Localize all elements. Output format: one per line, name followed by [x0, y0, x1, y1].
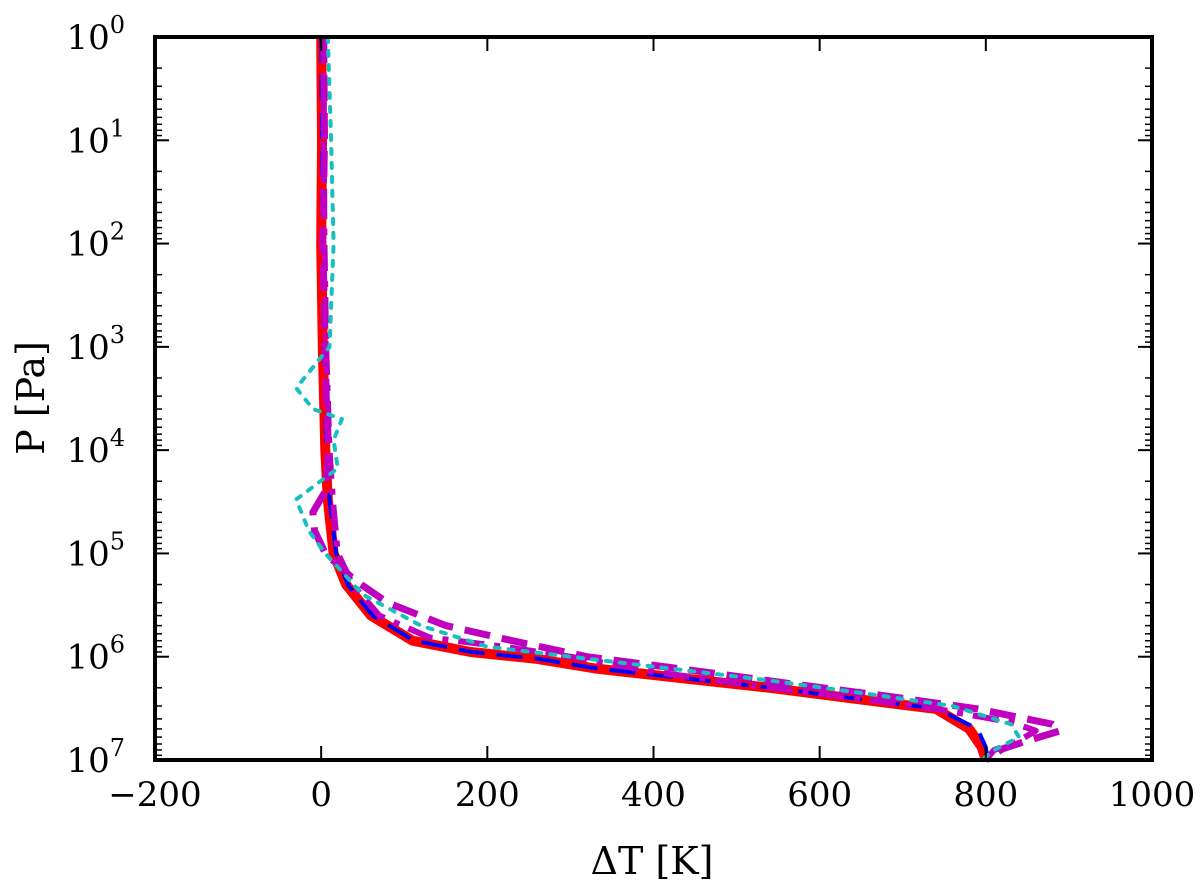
series-line-2	[319, 36, 990, 761]
x-tick-label: 200	[455, 775, 520, 815]
series-line-3	[309, 36, 1065, 763]
series-line-1	[316, 36, 991, 762]
y-tick-label: 107	[66, 734, 125, 781]
y-tick-label: 106	[66, 631, 125, 678]
y-tick-label: 102	[66, 218, 125, 265]
y-tick-label: 105	[66, 527, 125, 574]
plot-frame	[153, 35, 1154, 762]
x-tick-label: 800	[953, 775, 1018, 815]
x-axis-title: ΔT [K]	[591, 839, 714, 883]
series-layer	[294, 35, 1065, 763]
y-tick-label: 104	[66, 424, 125, 471]
y-axis-title: P [Pa]	[9, 341, 53, 455]
x-tick-label: 1000	[1109, 775, 1196, 815]
y-axis-label: P [Pa]	[9, 341, 53, 455]
x-axis-label: ΔT [K]	[591, 839, 714, 883]
series-line-5	[294, 35, 1022, 762]
x-tick-label: −200	[108, 775, 201, 815]
x-tick-label: 0	[310, 775, 332, 815]
y-tick-label: 101	[66, 114, 125, 161]
x-tick-label: 600	[787, 775, 852, 815]
y-tick-label: 100	[66, 11, 125, 58]
x-tick-label: 400	[621, 775, 686, 815]
y-tick-label: 103	[66, 321, 125, 368]
tick-label-layer: −200 0 200 400 600 800 1000 100 101 102 103 104 105 1…	[66, 11, 1195, 815]
series-line-4	[320, 37, 1039, 762]
